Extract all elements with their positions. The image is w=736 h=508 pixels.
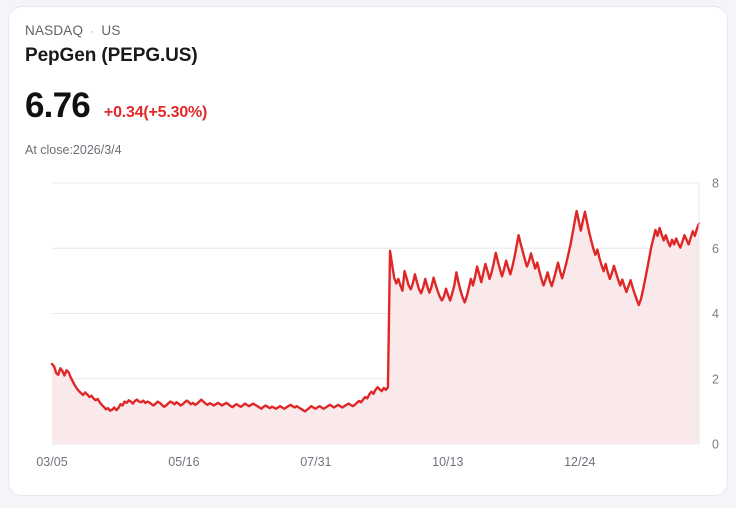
y-axis-labels: 0 2 4 6 8 xyxy=(712,177,719,452)
x-axis-tick: 10/13 xyxy=(432,455,463,469)
x-axis-labels: 03/05 05/16 07/31 10/13 12/24 xyxy=(36,455,595,469)
x-axis-tick: 07/31 xyxy=(300,455,331,469)
separator-dot: · xyxy=(90,24,95,39)
chart-area-fill xyxy=(52,211,699,444)
price-row: 6.76 +0.34(+5.30%) xyxy=(25,86,207,126)
quote-header: NASDAQ · US PepGen (PEPG.US) 6.76 +0.34(+5… xyxy=(25,23,207,157)
x-axis-tick: 05/16 xyxy=(168,455,199,469)
chart-line xyxy=(50,209,701,413)
current-price: 6.76 xyxy=(25,86,91,126)
y-axis-tick: 0 xyxy=(712,438,719,452)
price-change: +0.34(+5.30%) xyxy=(103,104,208,122)
price-chart-svg: 0 2 4 6 8 03/05 05/16 07/31 10/13 12/24 xyxy=(36,177,719,470)
y-axis-tick: 4 xyxy=(712,307,719,321)
x-axis-tick: 12/24 xyxy=(564,455,595,469)
y-axis-tick: 2 xyxy=(712,372,719,386)
region-label: US xyxy=(101,23,121,38)
stock-quote-card: NASDAQ · US PepGen (PEPG.US) 6.76 +0.34(+5… xyxy=(8,6,728,496)
exchange-row: NASDAQ · US xyxy=(25,23,207,38)
page-title: PepGen (PEPG.US) xyxy=(25,45,198,67)
y-axis-tick: 6 xyxy=(712,242,719,256)
y-axis-tick: 8 xyxy=(712,177,719,191)
price-chart[interactable]: 0 2 4 6 8 03/05 05/16 07/31 10/13 12/24 xyxy=(9,159,727,479)
market-status-note: At close:2026/3/4 xyxy=(25,143,122,158)
exchange-label: NASDAQ xyxy=(25,23,84,38)
x-axis-tick: 03/05 xyxy=(36,455,67,469)
